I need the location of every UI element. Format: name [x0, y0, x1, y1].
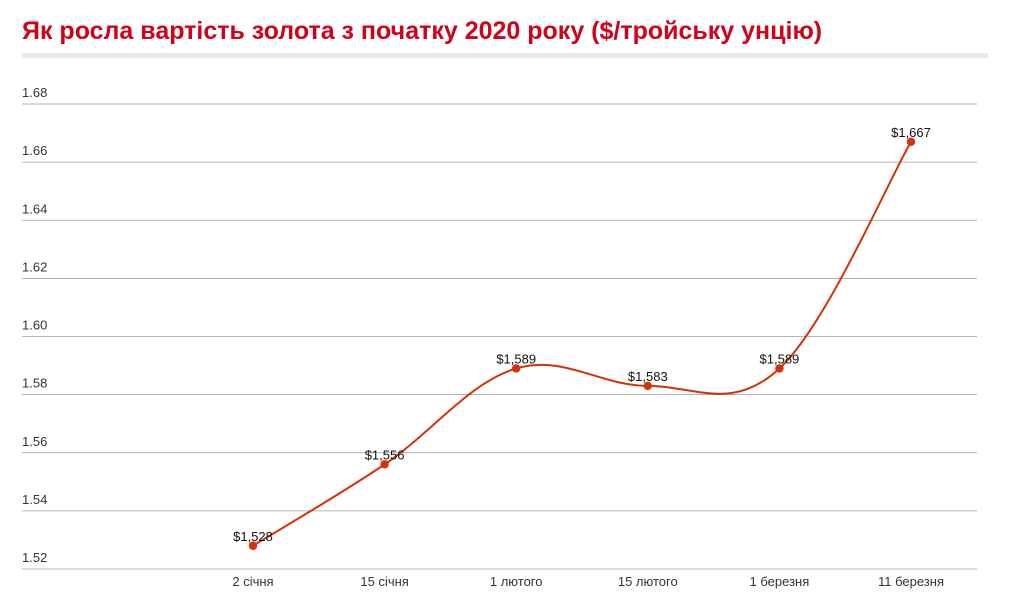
data-point: [380, 460, 389, 469]
chart-title: Як росла вартість золота з початку 2020 …: [22, 17, 823, 45]
data-point: [906, 137, 916, 146]
data-point: [512, 364, 521, 373]
y-tick-label: 1.56: [22, 434, 47, 449]
data-label: $1,528: [233, 529, 273, 544]
y-tick-label: 1.68: [22, 85, 47, 100]
series-line: [252, 141, 912, 547]
x-tick-label: 15 січня: [360, 574, 408, 589]
data-label: $1,556: [365, 447, 405, 462]
y-tick-label: 1.60: [22, 318, 47, 333]
x-axis-ticks: 2 січня 15 січня 1 лютого 15 лютого 1 березн…: [232, 574, 944, 589]
data-label: $1,667: [891, 125, 931, 140]
series-gold-price: [248, 137, 916, 550]
data-point: [248, 541, 258, 550]
x-tick-label: 1 березня: [750, 574, 810, 589]
data-point: [775, 364, 784, 373]
x-tick-label: 15 лютого: [618, 574, 678, 589]
y-axis-ticks: 1.52 1.54 1.56 1.58 1.60 1.62 1.64 1.66 1.68: [22, 85, 47, 565]
title-divider: [22, 53, 988, 58]
data-label: $1,583: [628, 369, 668, 384]
data-label: $1,589: [496, 351, 536, 366]
data-label: $1,589: [760, 351, 800, 366]
y-tick-label: 1.58: [22, 376, 47, 391]
y-tick-label: 1.66: [22, 143, 47, 158]
y-tick-label: 1.52: [22, 550, 47, 565]
x-tick-label: 1 лютого: [490, 574, 543, 589]
y-tick-label: 1.54: [22, 492, 47, 507]
x-tick-label: 11 березня: [878, 574, 944, 589]
gridlines: [22, 103, 977, 570]
y-tick-label: 1.62: [22, 259, 47, 274]
x-tick-label: 2 січня: [232, 574, 273, 589]
data-labels: $1,528 $1,556 $1,589 $1,583 $1,589 $1,667: [233, 125, 931, 544]
data-point: [643, 381, 652, 391]
y-tick-label: 1.64: [22, 201, 47, 216]
